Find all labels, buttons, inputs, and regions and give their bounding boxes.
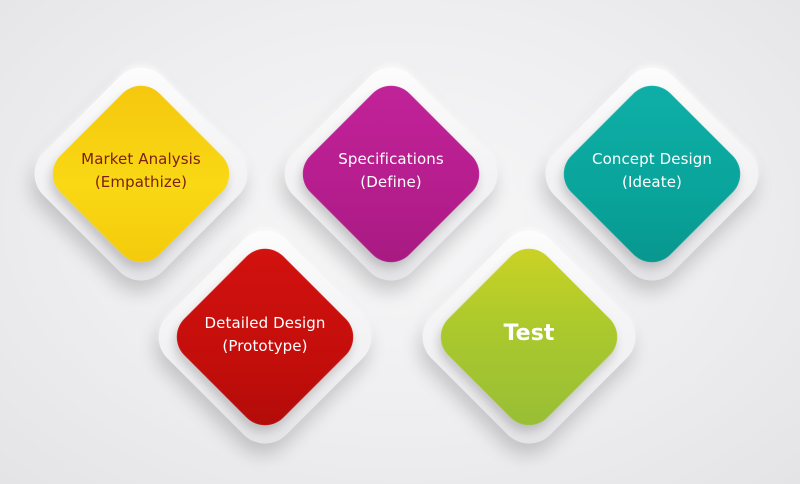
node-label: Detailed Design (Prototype) [146, 312, 384, 358]
node-label-line2: (Ideate) [622, 173, 682, 191]
node-test: Test [410, 218, 648, 456]
node-label: Concept Design (Ideate) [533, 148, 771, 194]
node-label-line2: (Empathize) [94, 173, 188, 191]
node-market-analysis: Market Analysis (Empathize) [22, 55, 260, 293]
node-label-line1: Detailed Design [204, 314, 326, 332]
node-label-line1: Concept Design [592, 150, 712, 168]
node-label: Market Analysis (Empathize) [22, 148, 260, 194]
node-label-line2: (Define) [360, 173, 422, 191]
node-label: Test [410, 322, 648, 345]
node-label-line2: (Prototype) [222, 337, 308, 355]
node-detailed-design: Detailed Design (Prototype) [146, 218, 384, 456]
node-specifications: Specifications (Define) [272, 55, 510, 293]
node-concept-design: Concept Design (Ideate) [533, 55, 771, 293]
node-label-line1: Market Analysis [81, 150, 201, 168]
node-label: Specifications (Define) [272, 148, 510, 194]
node-label-line1: Specifications [338, 150, 444, 168]
node-label-line1: Test [503, 321, 555, 346]
